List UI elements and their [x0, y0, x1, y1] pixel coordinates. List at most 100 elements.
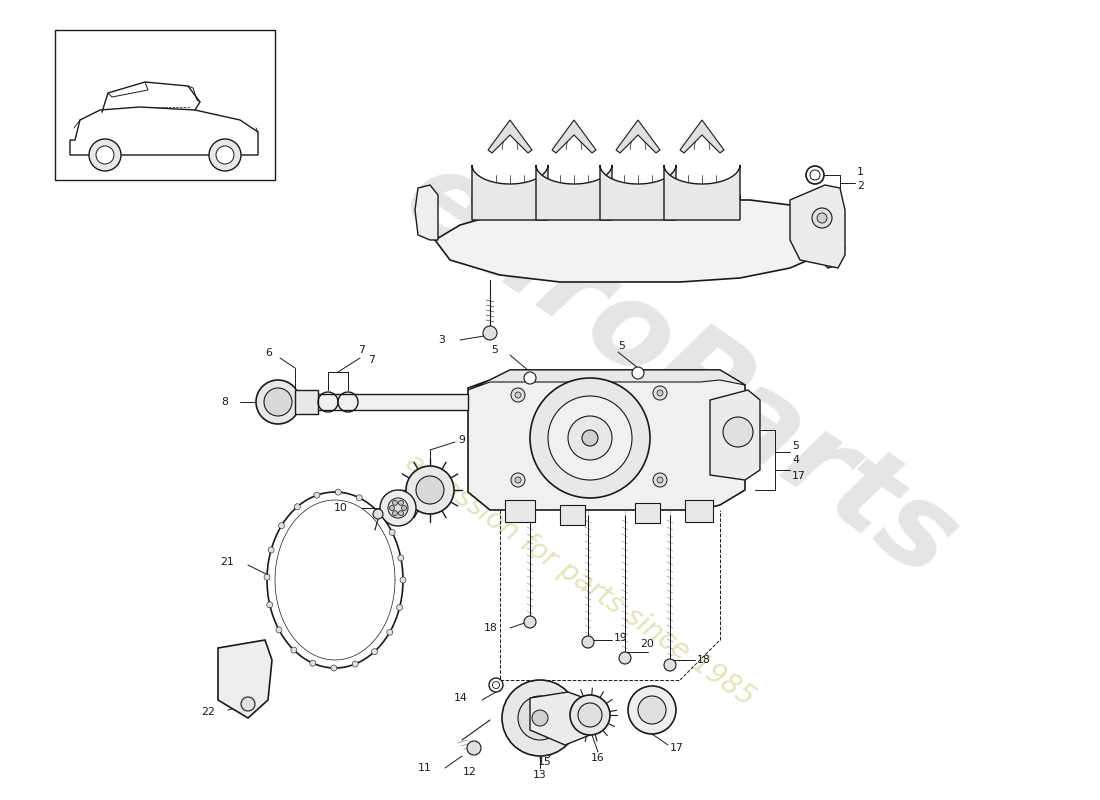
- Circle shape: [402, 506, 407, 510]
- Polygon shape: [55, 30, 275, 180]
- Polygon shape: [560, 505, 585, 525]
- Circle shape: [89, 139, 121, 171]
- Circle shape: [375, 509, 381, 514]
- Text: 5: 5: [618, 341, 625, 351]
- Text: 1: 1: [857, 167, 864, 177]
- Text: 9: 9: [458, 435, 465, 445]
- Circle shape: [398, 500, 404, 506]
- Polygon shape: [635, 503, 660, 523]
- Circle shape: [393, 500, 397, 506]
- Text: 10: 10: [334, 503, 348, 513]
- Text: 8: 8: [221, 397, 228, 407]
- Circle shape: [389, 506, 395, 510]
- Polygon shape: [664, 165, 740, 220]
- Text: 18: 18: [484, 623, 498, 633]
- Polygon shape: [415, 185, 438, 240]
- Text: a passion for parts since 1985: a passion for parts since 1985: [400, 448, 760, 712]
- Circle shape: [389, 530, 395, 535]
- Text: 20: 20: [640, 639, 653, 649]
- Text: 19: 19: [614, 633, 628, 643]
- Circle shape: [468, 741, 481, 755]
- Polygon shape: [434, 200, 830, 282]
- Polygon shape: [505, 500, 535, 522]
- Circle shape: [387, 629, 393, 635]
- Circle shape: [570, 695, 611, 735]
- Text: 21: 21: [220, 557, 234, 567]
- Polygon shape: [472, 165, 548, 220]
- Text: 17: 17: [670, 743, 684, 753]
- Polygon shape: [468, 370, 745, 390]
- Circle shape: [388, 498, 408, 518]
- Circle shape: [290, 647, 297, 653]
- Polygon shape: [710, 390, 760, 480]
- Circle shape: [530, 378, 650, 498]
- Circle shape: [406, 466, 454, 514]
- Text: 5: 5: [491, 345, 498, 355]
- Circle shape: [524, 372, 536, 384]
- Circle shape: [515, 392, 521, 398]
- Circle shape: [352, 661, 359, 667]
- Circle shape: [398, 555, 404, 561]
- Text: 3: 3: [438, 335, 446, 345]
- Circle shape: [806, 166, 824, 184]
- Circle shape: [331, 665, 337, 671]
- Circle shape: [502, 680, 578, 756]
- Text: 22: 22: [201, 707, 214, 717]
- Text: euroParts: euroParts: [382, 138, 978, 602]
- Circle shape: [356, 494, 362, 501]
- Circle shape: [532, 710, 548, 726]
- Circle shape: [810, 170, 820, 180]
- Circle shape: [267, 602, 273, 608]
- Circle shape: [812, 208, 832, 228]
- Circle shape: [398, 510, 404, 516]
- Circle shape: [397, 605, 403, 610]
- Circle shape: [314, 492, 320, 498]
- Circle shape: [664, 659, 676, 671]
- Polygon shape: [600, 165, 676, 220]
- Circle shape: [373, 509, 383, 519]
- Circle shape: [264, 574, 270, 580]
- Circle shape: [209, 139, 241, 171]
- Circle shape: [393, 510, 397, 516]
- Circle shape: [568, 416, 612, 460]
- Text: 6: 6: [265, 348, 272, 358]
- Text: 13: 13: [534, 770, 547, 780]
- Circle shape: [310, 660, 316, 666]
- Text: 2: 2: [857, 181, 864, 191]
- Circle shape: [512, 473, 525, 487]
- Polygon shape: [536, 165, 612, 220]
- Circle shape: [96, 146, 114, 164]
- Text: 18: 18: [697, 655, 711, 665]
- Circle shape: [524, 616, 536, 628]
- Text: 11: 11: [418, 763, 432, 773]
- Text: 4: 4: [792, 455, 799, 465]
- Polygon shape: [685, 500, 713, 522]
- Circle shape: [657, 477, 663, 483]
- Circle shape: [638, 696, 666, 724]
- Circle shape: [256, 380, 300, 424]
- Circle shape: [278, 522, 285, 529]
- Text: 12: 12: [463, 767, 477, 777]
- Circle shape: [582, 636, 594, 648]
- Circle shape: [276, 627, 282, 633]
- Circle shape: [653, 386, 667, 400]
- Text: 7: 7: [358, 345, 365, 355]
- Circle shape: [632, 367, 644, 379]
- Circle shape: [518, 696, 562, 740]
- Circle shape: [336, 489, 341, 495]
- Polygon shape: [295, 390, 318, 414]
- Circle shape: [619, 652, 631, 664]
- Polygon shape: [790, 185, 845, 268]
- Polygon shape: [295, 394, 468, 410]
- Circle shape: [490, 678, 503, 692]
- Circle shape: [416, 476, 444, 504]
- Polygon shape: [552, 120, 596, 153]
- Polygon shape: [616, 120, 660, 153]
- Circle shape: [493, 682, 499, 689]
- Polygon shape: [468, 370, 745, 510]
- Circle shape: [379, 490, 416, 526]
- Polygon shape: [815, 215, 845, 268]
- Circle shape: [628, 686, 676, 734]
- Text: 16: 16: [591, 753, 605, 763]
- Circle shape: [241, 697, 255, 711]
